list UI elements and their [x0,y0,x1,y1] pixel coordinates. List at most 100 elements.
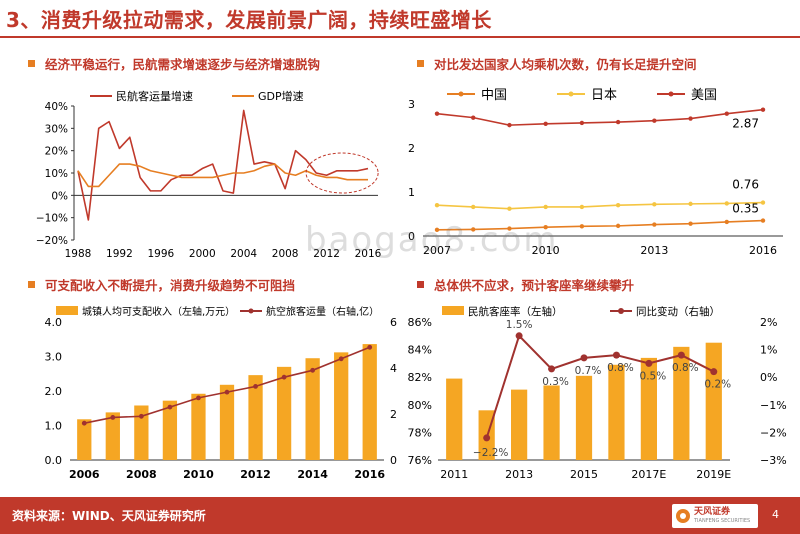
series-line-gdp [77,163,368,188]
y-tick-label: 1 [408,186,415,199]
series-line-japan [436,201,764,210]
data-label-usa: 2.87 [732,117,759,131]
data-label-yoy: 0.8% [672,362,699,374]
legend-marker-usa [668,91,674,97]
bar-income [276,366,292,460]
series-line-usa [436,108,764,126]
point-yoy [515,332,523,340]
point-japan [543,204,548,210]
section-heading-income-label: 可支配收入不断提升，消费升级趋势不可阻挡 [45,278,296,293]
point-yoy [645,359,653,367]
point-passengers [110,415,116,420]
point-japan [579,204,585,210]
y-right-tick-label: −1% [760,399,787,412]
point-passengers [81,420,87,426]
legend-marker-china [458,91,464,97]
bar-load-factor [705,342,722,460]
legend-label-gdp: GDP增速 [258,89,304,103]
point-japan [652,202,657,207]
legend-swatch-load-factor [442,306,464,315]
section-heading-per-capita: 对比发达国家人均乘机次数，仍有长足提升空间 [417,54,697,73]
x-tick-label: 2017E [631,468,666,481]
point-japan [688,201,693,207]
point-passengers [338,356,344,362]
x-tick-label: 2011 [440,468,468,481]
bar-load-factor [511,389,528,460]
y-right-tick-label: −3% [760,454,787,467]
y-tick-label: 20% [45,146,68,158]
legend-label-aviation: 民航客运量增速 [116,89,193,103]
data-label-yoy: 0.5% [640,370,667,382]
section-heading-economy: 经济平稳运行，民航需求增速逐步与经济增速脱钩 [28,54,320,73]
point-usa [652,118,657,123]
bar-load-factor [673,346,690,460]
data-label-yoy: 1.5% [506,319,533,331]
point-china [652,222,657,227]
y-left-tick-label: 80% [408,399,432,412]
point-yoy [677,351,685,359]
data-label-japan: 0.76 [732,178,759,192]
y-right-tick-label: 0 [390,454,397,467]
section-heading-load-factor: 总体供不应求，预计客座率继续攀升 [417,275,634,294]
highlight-ellipse [305,152,379,194]
point-yoy [580,354,588,362]
data-label-yoy: −2.2% [473,447,508,459]
point-yoy [483,434,491,442]
y-tick-label: 0 [408,230,415,243]
section-heading-economy-label: 经济平稳运行，民航需求增速逐步与经济增速脱钩 [45,57,321,72]
x-tick-label: 2015 [570,468,598,481]
y-left-tick-label: 76% [408,454,432,467]
y-tick-label: 40% [45,101,68,113]
page-title: 3、消费升级拉动需求，发展前景广阔，持续旺盛增长 [6,8,492,32]
data-label-yoy: 0.3% [542,376,569,388]
series-line-aviation [77,109,369,221]
chart-load-factor: 86% 84% 82% 80% 78% 76% 2% 1% 0% −1% −2% −3% −2.2% 1.… [408,305,787,481]
legend-swatch-income [56,306,78,315]
logo-flower-icon [676,509,690,523]
x-tick-label: 2006 [69,468,100,481]
y-right-tick-label: 2 [390,408,397,421]
point-japan [507,206,512,211]
bullet-square-icon [28,60,35,67]
footer-bar: 资料来源：WIND、天风证券研究所 天风证券 TIANFENG SECURITI… [0,497,800,534]
x-tick-label: 1988 [65,248,92,260]
x-tick-label: 1996 [147,248,174,260]
point-passengers [310,367,316,373]
data-label-yoy: 0.8% [607,362,634,374]
bullet-square-icon [417,281,424,288]
point-japan [760,200,766,205]
bar-income [219,384,235,460]
source-note: 资料来源：WIND、天风证券研究所 [12,509,206,523]
section-heading-per-capita-label: 对比发达国家人均乘机次数，仍有长足提升空间 [434,57,697,72]
point-china [615,223,621,229]
point-china [543,225,548,230]
point-usa [543,121,548,126]
point-japan [434,203,440,208]
x-tick-label: 2012 [240,468,271,481]
legend-label-usa: 美国 [691,88,717,103]
x-tick-label: 1992 [106,248,133,260]
y-tick-label: 0% [51,190,68,202]
point-passengers [281,374,287,380]
bar-income [334,352,349,460]
y-left-tick-label: 2.0 [45,385,63,398]
point-usa [615,119,621,125]
series-line-yoy [485,333,715,439]
legend-label-china: 中国 [481,88,507,103]
bar-income [191,393,206,460]
chart-per-capita-flights: 3 2 1 0 2007 2010 2013 2016 2.87 0.76 0.35 中国 日本 美国 [408,88,783,257]
chart-income-passengers: 4.0 3.0 2.0 1.0 0.0 6 4 2 0 2006 2008 2010 2012 2014 2… [45,305,398,481]
x-tick-label: 2010 [183,468,214,481]
y-left-tick-label: 4.0 [45,316,63,329]
bar-load-factor [608,364,625,460]
point-usa [579,120,585,126]
x-tick-label: 2016 [354,468,385,481]
y-tick-label: −10% [36,213,68,225]
y-right-tick-label: −2% [760,426,787,439]
y-tick-label: 30% [45,123,68,135]
bar-income [248,375,263,460]
bullet-square-icon [28,281,35,288]
bar-income [77,419,92,460]
legend-marker-yoy [618,308,624,314]
y-right-tick-label: 1% [760,344,777,357]
